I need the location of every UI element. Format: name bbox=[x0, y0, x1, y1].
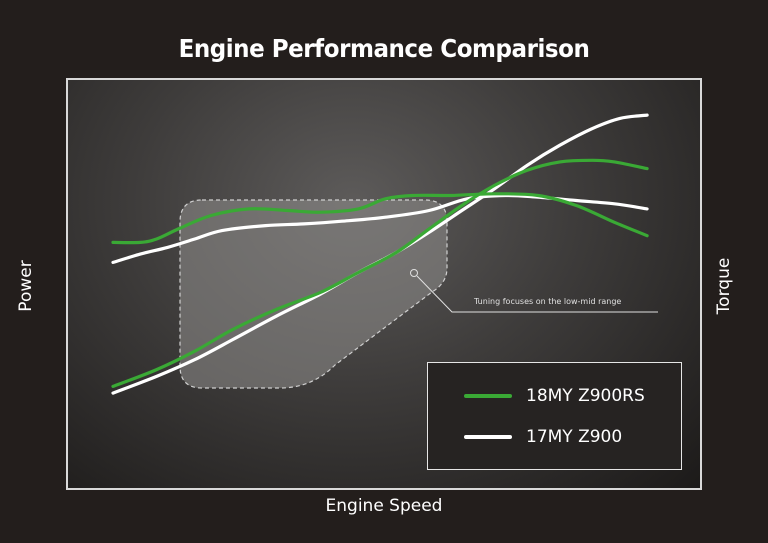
x-axis-label: Engine Speed bbox=[325, 496, 443, 516]
legend-swatch-white bbox=[464, 435, 512, 439]
legend-item-z900: 17MY Z900 bbox=[464, 425, 622, 449]
legend-label: 18MY Z900RS bbox=[526, 386, 645, 406]
annotation-marker bbox=[410, 269, 418, 277]
annotation-leader-line bbox=[416, 275, 658, 313]
y-axis-left-label: Power bbox=[16, 260, 36, 312]
series-line-18my-z900rs-power bbox=[111, 158, 649, 388]
legend-item-z900rs: 18MY Z900RS bbox=[464, 384, 645, 408]
annotation-text: Tuning focuses on the low-mid range bbox=[474, 297, 622, 306]
y-axis-right-label: Torque bbox=[714, 257, 734, 315]
series-layer bbox=[111, 113, 649, 395]
legend-label: 17MY Z900 bbox=[526, 427, 623, 447]
series-line-18my-z900rs-torque bbox=[111, 192, 649, 245]
legend: 18MY Z900RS 17MY Z900 bbox=[427, 362, 682, 470]
chart-title: Engine Performance Comparison bbox=[178, 34, 590, 63]
legend-swatch-green bbox=[464, 394, 512, 398]
